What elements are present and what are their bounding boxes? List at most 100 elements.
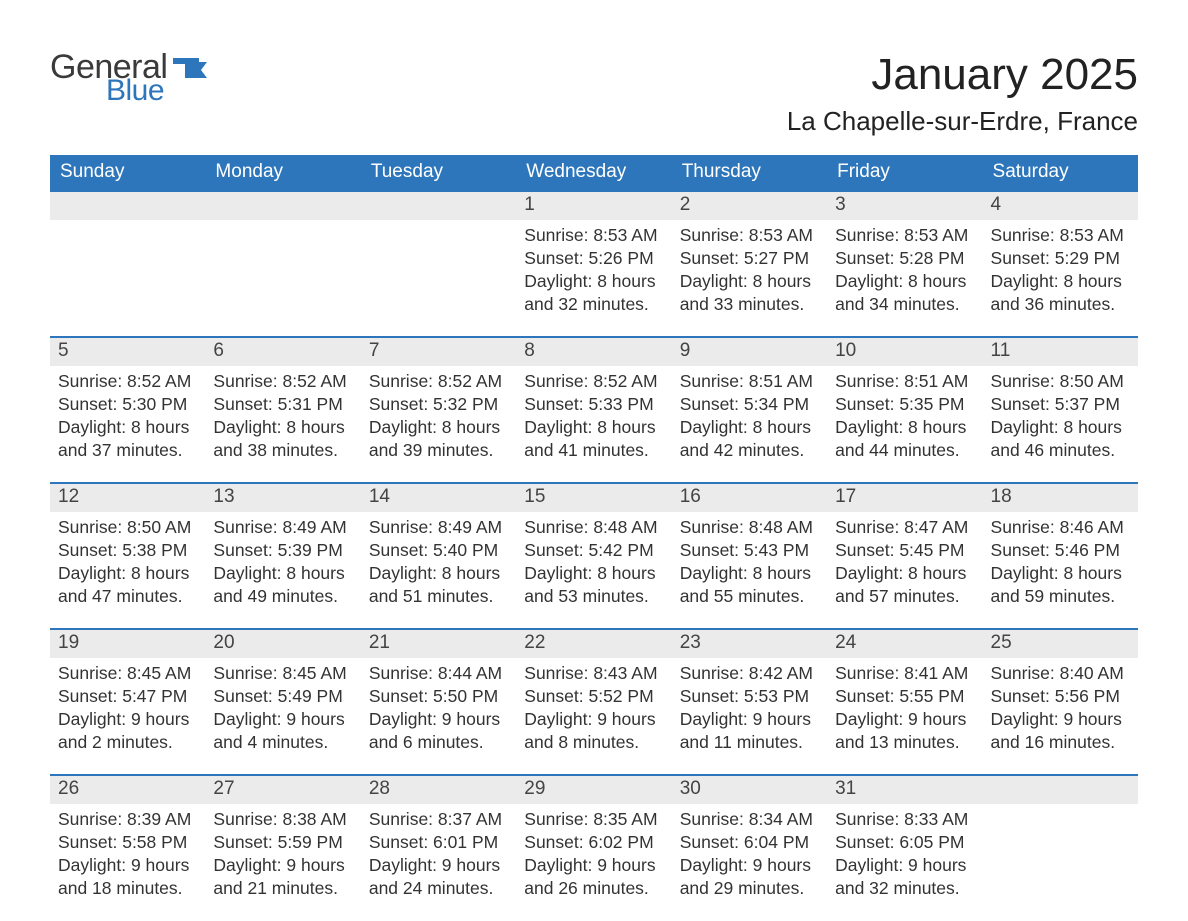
sunset-line: Sunset: 5:31 PM [213, 393, 352, 416]
calendar-day-cell: 10Sunrise: 8:51 AMSunset: 5:35 PMDayligh… [827, 337, 982, 483]
weekday-header: Monday [205, 155, 360, 191]
calendar-header-row: SundayMondayTuesdayWednesdayThursdayFrid… [50, 155, 1138, 191]
weekday-header: Sunday [50, 155, 205, 191]
day-number: 27 [205, 776, 360, 804]
day-number [361, 192, 516, 220]
daylight-line: Daylight: 9 hours and 11 minutes. [680, 708, 819, 754]
sunrise-line: Sunrise: 8:52 AM [213, 370, 352, 393]
calendar-day-cell: 12Sunrise: 8:50 AMSunset: 5:38 PMDayligh… [50, 483, 205, 629]
day-details: Sunrise: 8:53 AMSunset: 5:26 PMDaylight:… [516, 220, 671, 320]
day-number: 22 [516, 630, 671, 658]
header-bar: General Blue January 2025 La Chapelle-su… [50, 50, 1138, 137]
calendar-day-cell: 24Sunrise: 8:41 AMSunset: 5:55 PMDayligh… [827, 629, 982, 775]
day-details: Sunrise: 8:47 AMSunset: 5:45 PMDaylight:… [827, 512, 982, 612]
day-details: Sunrise: 8:51 AMSunset: 5:35 PMDaylight:… [827, 366, 982, 466]
sunrise-line: Sunrise: 8:51 AM [680, 370, 819, 393]
sunrise-line: Sunrise: 8:48 AM [524, 516, 663, 539]
day-details: Sunrise: 8:52 AMSunset: 5:33 PMDaylight:… [516, 366, 671, 466]
sunrise-line: Sunrise: 8:41 AM [835, 662, 974, 685]
day-details: Sunrise: 8:34 AMSunset: 6:04 PMDaylight:… [672, 804, 827, 904]
day-details [983, 804, 1138, 884]
day-number [983, 776, 1138, 804]
day-details: Sunrise: 8:43 AMSunset: 5:52 PMDaylight:… [516, 658, 671, 758]
day-number: 19 [50, 630, 205, 658]
calendar-day-cell: 1Sunrise: 8:53 AMSunset: 5:26 PMDaylight… [516, 191, 671, 337]
calendar-day-cell: 3Sunrise: 8:53 AMSunset: 5:28 PMDaylight… [827, 191, 982, 337]
sunset-line: Sunset: 5:26 PM [524, 247, 663, 270]
daylight-line: Daylight: 8 hours and 32 minutes. [524, 270, 663, 316]
calendar-day-cell [983, 775, 1138, 921]
day-number: 24 [827, 630, 982, 658]
sunset-line: Sunset: 6:04 PM [680, 831, 819, 854]
calendar-body: 1Sunrise: 8:53 AMSunset: 5:26 PMDaylight… [50, 191, 1138, 921]
day-number: 15 [516, 484, 671, 512]
title-block: January 2025 La Chapelle-sur-Erdre, Fran… [787, 50, 1138, 137]
day-details: Sunrise: 8:49 AMSunset: 5:39 PMDaylight:… [205, 512, 360, 612]
sunset-line: Sunset: 5:53 PM [680, 685, 819, 708]
sunset-line: Sunset: 5:42 PM [524, 539, 663, 562]
day-details: Sunrise: 8:48 AMSunset: 5:42 PMDaylight:… [516, 512, 671, 612]
day-details: Sunrise: 8:49 AMSunset: 5:40 PMDaylight:… [361, 512, 516, 612]
sunrise-line: Sunrise: 8:53 AM [524, 224, 663, 247]
sunset-line: Sunset: 5:27 PM [680, 247, 819, 270]
calendar-day-cell: 6Sunrise: 8:52 AMSunset: 5:31 PMDaylight… [205, 337, 360, 483]
weekday-header: Saturday [983, 155, 1138, 191]
day-details: Sunrise: 8:33 AMSunset: 6:05 PMDaylight:… [827, 804, 982, 904]
calendar-day-cell: 18Sunrise: 8:46 AMSunset: 5:46 PMDayligh… [983, 483, 1138, 629]
daylight-line: Daylight: 9 hours and 29 minutes. [680, 854, 819, 900]
sunrise-line: Sunrise: 8:53 AM [835, 224, 974, 247]
sunrise-line: Sunrise: 8:47 AM [835, 516, 974, 539]
day-details: Sunrise: 8:41 AMSunset: 5:55 PMDaylight:… [827, 658, 982, 758]
day-number: 14 [361, 484, 516, 512]
day-number: 5 [50, 338, 205, 366]
calendar-day-cell: 8Sunrise: 8:52 AMSunset: 5:33 PMDaylight… [516, 337, 671, 483]
daylight-line: Daylight: 9 hours and 2 minutes. [58, 708, 197, 754]
day-details [50, 220, 205, 300]
day-details: Sunrise: 8:46 AMSunset: 5:46 PMDaylight:… [983, 512, 1138, 612]
sunset-line: Sunset: 5:33 PM [524, 393, 663, 416]
sunset-line: Sunset: 5:49 PM [213, 685, 352, 708]
day-number: 17 [827, 484, 982, 512]
calendar-week-row: 19Sunrise: 8:45 AMSunset: 5:47 PMDayligh… [50, 629, 1138, 775]
day-number: 20 [205, 630, 360, 658]
daylight-line: Daylight: 8 hours and 37 minutes. [58, 416, 197, 462]
daylight-line: Daylight: 8 hours and 39 minutes. [369, 416, 508, 462]
daylight-line: Daylight: 8 hours and 38 minutes. [213, 416, 352, 462]
day-details: Sunrise: 8:44 AMSunset: 5:50 PMDaylight:… [361, 658, 516, 758]
day-number: 13 [205, 484, 360, 512]
calendar-day-cell: 11Sunrise: 8:50 AMSunset: 5:37 PMDayligh… [983, 337, 1138, 483]
calendar-day-cell: 4Sunrise: 8:53 AMSunset: 5:29 PMDaylight… [983, 191, 1138, 337]
calendar-day-cell: 7Sunrise: 8:52 AMSunset: 5:32 PMDaylight… [361, 337, 516, 483]
logo-word-blue: Blue [106, 76, 167, 106]
calendar-day-cell: 23Sunrise: 8:42 AMSunset: 5:53 PMDayligh… [672, 629, 827, 775]
sunset-line: Sunset: 5:39 PM [213, 539, 352, 562]
calendar-week-row: 12Sunrise: 8:50 AMSunset: 5:38 PMDayligh… [50, 483, 1138, 629]
sunset-line: Sunset: 5:40 PM [369, 539, 508, 562]
day-details [361, 220, 516, 300]
day-details [205, 220, 360, 300]
day-details: Sunrise: 8:50 AMSunset: 5:37 PMDaylight:… [983, 366, 1138, 466]
weekday-header: Friday [827, 155, 982, 191]
day-number: 2 [672, 192, 827, 220]
sunrise-line: Sunrise: 8:53 AM [991, 224, 1130, 247]
sunset-line: Sunset: 5:43 PM [680, 539, 819, 562]
sunrise-line: Sunrise: 8:34 AM [680, 808, 819, 831]
day-details: Sunrise: 8:53 AMSunset: 5:28 PMDaylight:… [827, 220, 982, 320]
day-number: 9 [672, 338, 827, 366]
day-number: 3 [827, 192, 982, 220]
day-details: Sunrise: 8:52 AMSunset: 5:32 PMDaylight:… [361, 366, 516, 466]
day-number: 12 [50, 484, 205, 512]
sunset-line: Sunset: 5:32 PM [369, 393, 508, 416]
calendar-day-cell: 2Sunrise: 8:53 AMSunset: 5:27 PMDaylight… [672, 191, 827, 337]
sunrise-line: Sunrise: 8:35 AM [524, 808, 663, 831]
sunset-line: Sunset: 5:47 PM [58, 685, 197, 708]
calendar-day-cell: 9Sunrise: 8:51 AMSunset: 5:34 PMDaylight… [672, 337, 827, 483]
sunrise-line: Sunrise: 8:45 AM [58, 662, 197, 685]
day-number: 28 [361, 776, 516, 804]
calendar-week-row: 26Sunrise: 8:39 AMSunset: 5:58 PMDayligh… [50, 775, 1138, 921]
day-number: 4 [983, 192, 1138, 220]
sunset-line: Sunset: 6:02 PM [524, 831, 663, 854]
day-details: Sunrise: 8:38 AMSunset: 5:59 PMDaylight:… [205, 804, 360, 904]
sunset-line: Sunset: 5:28 PM [835, 247, 974, 270]
daylight-line: Daylight: 8 hours and 36 minutes. [991, 270, 1130, 316]
